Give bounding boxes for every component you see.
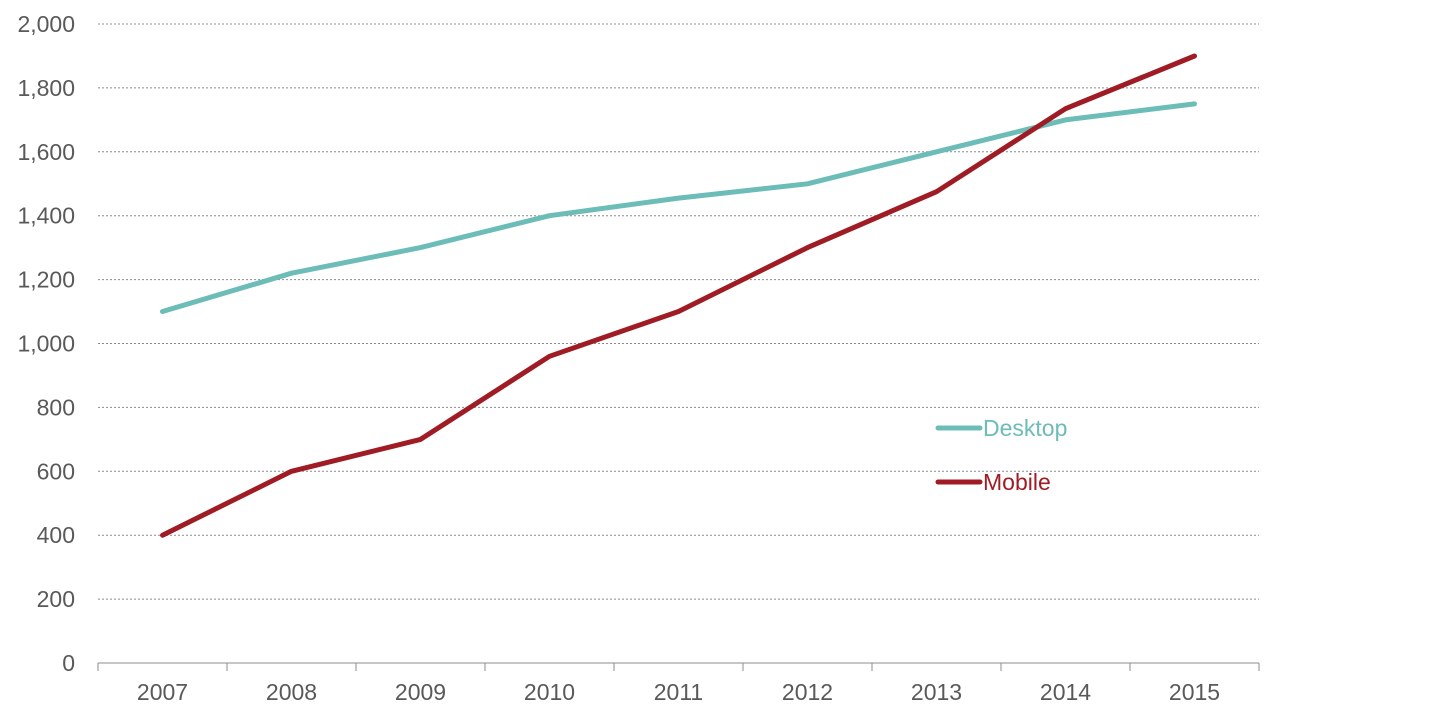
x-axis-labels: 2007 2008 2009 2010 2011 2012 2013 2014 2015 [137, 679, 1220, 705]
y-tick-label: 600 [37, 458, 75, 484]
x-tick-label: 2009 [395, 679, 446, 705]
y-tick-label: 1,800 [17, 75, 75, 101]
y-tick-label: 200 [37, 586, 75, 612]
y-tick-label: 800 [37, 394, 75, 420]
x-tick-label: 2007 [137, 679, 188, 705]
x-tick-label: 2015 [1169, 679, 1220, 705]
y-tick-label: 1,000 [17, 331, 75, 357]
x-tick-label: 2010 [524, 679, 575, 705]
x-tick-label: 2011 [654, 679, 703, 705]
x-axis [97, 662, 1260, 671]
y-tick-label: 2,000 [17, 11, 75, 37]
gridlines [98, 23, 1259, 600]
y-tick-label: 0 [62, 650, 75, 676]
legend-label-desktop: Desktop [983, 415, 1067, 441]
series-line-desktop [160, 101, 1197, 314]
legend-label-mobile: Mobile [983, 469, 1051, 495]
x-tick-label: 2012 [782, 679, 833, 705]
x-tick-label: 2013 [911, 679, 962, 705]
y-axis-labels: 0 200 400 600 800 1,000 1,200 1,400 1,600 1,800 2,… [17, 11, 75, 676]
y-tick-label: 400 [37, 522, 75, 548]
series-line-mobile [160, 53, 1197, 538]
y-tick-label: 1,600 [17, 139, 75, 165]
y-tick-label: 1,200 [17, 267, 75, 293]
x-tick-label: 2014 [1040, 679, 1091, 705]
y-tick-label: 1,400 [17, 203, 75, 229]
x-tick-label: 2008 [266, 679, 317, 705]
legend: Desktop Mobile [935, 415, 1067, 495]
series-lines [160, 53, 1197, 538]
